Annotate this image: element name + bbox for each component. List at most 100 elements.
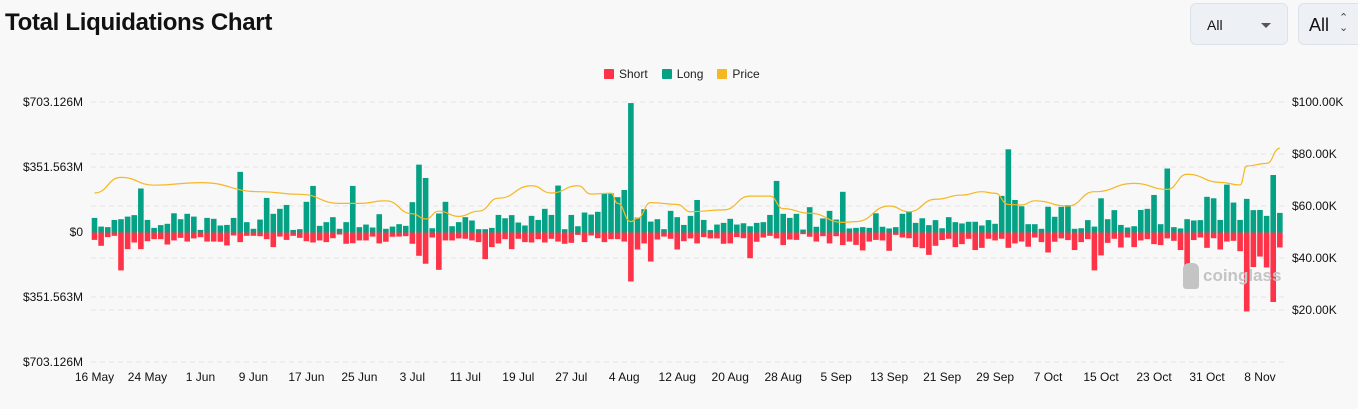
x-tick-label: 4 Aug (609, 370, 640, 384)
short-bar (972, 232, 979, 251)
long-bar (813, 226, 820, 233)
long-bar (177, 219, 184, 233)
long-bar (250, 228, 257, 233)
short-bar (886, 232, 892, 251)
long-bar (634, 217, 641, 233)
long-bar (892, 227, 899, 233)
short-bar (608, 232, 614, 240)
short-bar (191, 232, 197, 239)
long-bar (681, 224, 687, 233)
short-bar (1012, 232, 1018, 244)
long-bar (118, 219, 124, 233)
long-bar (541, 208, 548, 233)
short-bar (800, 232, 806, 235)
short-bar (389, 232, 396, 237)
y-right-tick-label: $80.00K (1292, 147, 1337, 161)
short-bar (515, 232, 522, 239)
long-bar (932, 220, 939, 233)
short-bar (621, 232, 628, 242)
short-bar (694, 232, 700, 244)
short-bar (747, 232, 753, 259)
long-bar (482, 229, 488, 233)
range-select[interactable]: All (1190, 3, 1288, 45)
long-bar (992, 223, 998, 233)
long-bar (104, 227, 111, 233)
legend-item-price[interactable]: Price (717, 67, 760, 81)
short-bar (628, 232, 634, 282)
short-bar (111, 232, 118, 236)
long-bar (1018, 206, 1025, 233)
long-bar (1118, 224, 1124, 233)
long-bar (674, 217, 681, 233)
short-bar (330, 232, 336, 239)
x-tick-label: 9 Jun (239, 370, 268, 384)
short-bar (535, 232, 541, 240)
long-bar (1164, 168, 1171, 233)
long-bar (376, 214, 383, 233)
x-tick-label: 29 Sep (976, 370, 1014, 384)
short-bar (714, 232, 720, 239)
long-bar (283, 204, 290, 233)
short-bar (217, 232, 224, 242)
short-bar (131, 232, 138, 243)
short-bar (290, 232, 296, 236)
short-bar (157, 232, 164, 240)
short-bar (210, 232, 217, 242)
long-bar (906, 211, 912, 233)
up-down-chevron-icon: ⌃ ⌄ (1339, 12, 1349, 34)
long-bar (290, 229, 296, 233)
short-bar (104, 232, 111, 238)
long-bar (396, 224, 402, 233)
x-tick-label: 5 Sep (820, 370, 852, 384)
short-bar (1005, 232, 1012, 248)
short-bar (502, 232, 508, 240)
long-bar (833, 219, 839, 233)
long-bar (310, 185, 316, 233)
long-bar (1144, 208, 1151, 233)
short-bar (548, 232, 555, 239)
short-bar (687, 232, 694, 239)
long-bar (568, 214, 575, 233)
long-bar (734, 224, 740, 233)
short-bar (839, 232, 846, 246)
short-bar (998, 232, 1005, 239)
short-bar (985, 232, 992, 239)
long-bar (449, 226, 455, 233)
long-bar (800, 229, 806, 233)
long-bar (98, 226, 104, 233)
long-bar (707, 230, 714, 233)
long-bar (277, 208, 283, 233)
long-bar (495, 214, 502, 233)
long-bar (303, 201, 310, 233)
short-bar (1045, 232, 1051, 253)
long-bar (402, 225, 409, 233)
long-bar (442, 201, 449, 233)
short-bar (1111, 232, 1118, 239)
short-bar (482, 232, 488, 260)
long-bar (588, 214, 594, 233)
long-bar (1277, 212, 1283, 233)
short-bar (1224, 232, 1230, 242)
x-tick-label: 3 Jul (400, 370, 425, 384)
short-bar (1091, 232, 1098, 271)
legend-item-short[interactable]: Short (604, 67, 648, 81)
x-tick-label: 19 Jul (502, 370, 534, 384)
long-bar (985, 220, 992, 233)
short-bar (681, 232, 687, 242)
long-bar (753, 222, 760, 233)
long-bar (1091, 226, 1098, 233)
short-bar (422, 232, 429, 264)
short-bar (356, 232, 363, 241)
long-bar (462, 217, 469, 233)
short-bar (561, 232, 568, 244)
symbol-select[interactable]: All ⌃ ⌄ (1298, 3, 1358, 45)
legend-item-long[interactable]: Long (661, 67, 703, 81)
long-bar (217, 225, 224, 233)
short-bar (1237, 232, 1243, 252)
x-tick-label: 31 Oct (1189, 370, 1225, 384)
short-bar (734, 232, 740, 238)
short-bar (667, 232, 674, 239)
long-bar (806, 207, 813, 233)
long-bar (244, 222, 250, 233)
y-right-tick-label: $20.00K (1292, 303, 1337, 317)
